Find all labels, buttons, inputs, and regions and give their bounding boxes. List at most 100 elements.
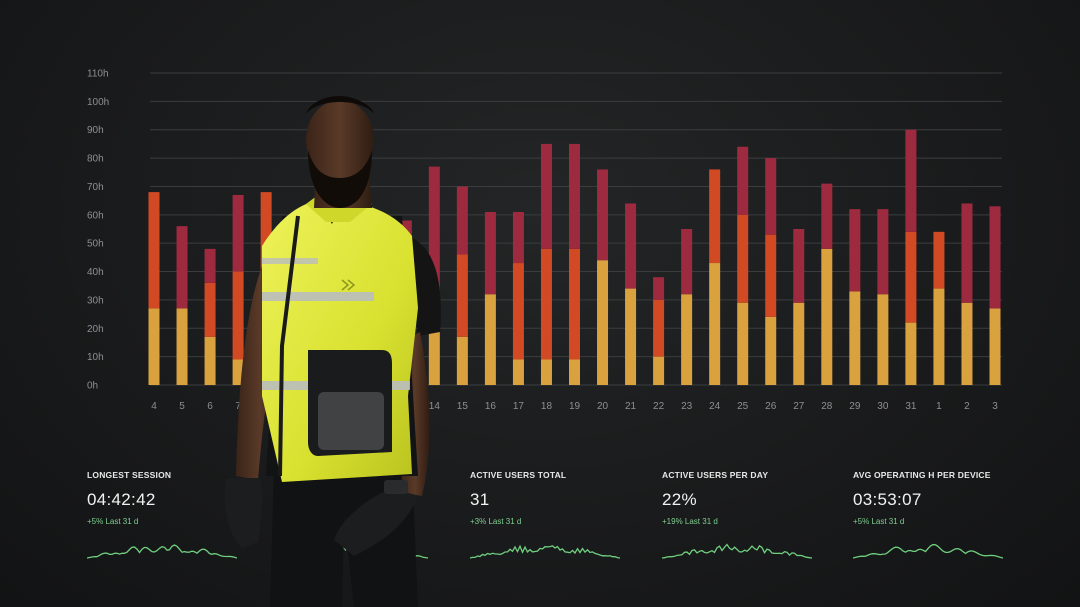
y-tick-label: 60h [87, 210, 104, 221]
bar-segment-2 [512, 211, 524, 264]
stat-delta: +5% Last 31 d [87, 517, 139, 526]
x-tick-label: 18 [541, 401, 553, 412]
x-tick-label: 23 [681, 401, 693, 412]
y-tick-label: 50h [87, 239, 104, 250]
bar-segment-1 [456, 254, 468, 337]
bar-segment-0 [933, 288, 945, 385]
sparkline-path [662, 543, 812, 559]
bar-segment-0 [821, 248, 833, 385]
stat-delta: +5% Last 31 d [853, 517, 905, 526]
bar-segment-2 [176, 226, 188, 309]
bar-segment-0 [849, 291, 861, 385]
bar-segment-1 [540, 248, 552, 360]
sparkline [853, 543, 1003, 559]
sparkline [662, 543, 812, 559]
sparkline [87, 544, 237, 559]
x-tick-label: 5 [179, 401, 185, 412]
bar-segment-2 [905, 129, 917, 232]
stat-label: AVG OPERATING H PER DEVICE [853, 470, 991, 480]
bar-segment-2 [540, 143, 552, 249]
x-tick-label: 7 [235, 401, 241, 412]
bar-segment-2 [653, 277, 665, 300]
bar-segment-0 [540, 359, 552, 385]
x-tick-label: 25 [737, 401, 749, 412]
x-tick-label: 31 [905, 401, 917, 412]
bar-segment-1 [737, 214, 749, 303]
y-tick-label: 10h [87, 352, 104, 363]
stat-active-users-total: ACTIVE USERS TOTAL 31 +3% Last 31 d [470, 470, 620, 570]
bar-segment-2 [849, 209, 861, 292]
bar-segment-0 [905, 322, 917, 385]
y-tick-label: 70h [87, 182, 104, 193]
bar-segment-0 [512, 359, 524, 385]
worker-in-hi-vis-vest-icon [224, 96, 441, 607]
x-tick-label: 26 [765, 401, 777, 412]
x-tick-label: 30 [877, 401, 889, 412]
bar-segment-0 [793, 302, 805, 385]
bar-segment-0 [428, 302, 440, 385]
bar-segment-0 [737, 302, 749, 385]
bar-segment-0 [597, 260, 609, 385]
usage-bar-chart: 0h 10h 20h 30h 40h 50h 60h 70h 80h 90h 100h 110h 4 5 6… [87, 69, 1002, 412]
stat-longest-session: LONGEST SESSION 04:42:42 +5% Last 31 d [87, 470, 237, 570]
x-tick-label: 2 [964, 401, 970, 412]
bar-segment-2 [625, 203, 637, 289]
stat-label: LONGEST SESSION [87, 470, 172, 480]
stat-delta: +19% Last 31 d [662, 517, 718, 526]
x-tick-label: 1 [936, 401, 942, 412]
x-tick-label: 24 [709, 401, 721, 412]
bar-segment-0 [765, 316, 777, 385]
bar-segment-2 [765, 158, 777, 235]
sparkline-path [853, 543, 1003, 559]
bar-segment-1 [905, 231, 917, 323]
stat-active-users-per-day: ACTIVE USERS PER DAY 22% +19% Last 31 d [662, 470, 812, 570]
bar-segment-1 [204, 282, 216, 337]
bar-segment-2 [961, 203, 973, 303]
bar-segment-0 [653, 356, 665, 385]
x-tick-label: 4 [151, 401, 157, 412]
bar-segment-0 [709, 263, 721, 385]
bar-segment-0 [625, 288, 637, 385]
y-tick-label: 100h [87, 97, 109, 108]
bar-segment-1 [512, 263, 524, 360]
bar-segment-1 [653, 299, 665, 357]
y-tick-label: 80h [87, 154, 104, 165]
bar-segment-2 [877, 209, 889, 295]
stat-delta: +3% Last 31 d [470, 517, 522, 526]
x-tick-label: 15 [457, 401, 469, 412]
bar-segment-2 [821, 183, 833, 249]
stat-label: ACTIVE USERS PER DAY [662, 470, 769, 480]
bar-segment-0 [989, 308, 1001, 385]
stat-value: 04:42:42 [87, 490, 156, 509]
x-tick-label: 27 [793, 401, 805, 412]
bar-segment-2 [989, 206, 1001, 309]
x-tick-label: 29 [849, 401, 861, 412]
bar-segment-2 [204, 248, 216, 283]
bar-segment-0 [456, 336, 468, 385]
x-tick-label: 6 [207, 401, 213, 412]
y-tick-label: 40h [87, 267, 104, 278]
bar-segment-0 [176, 308, 188, 385]
bar-segment-2 [456, 186, 468, 255]
x-tick-label: 20 [597, 401, 609, 412]
bar-segment-1 [933, 231, 945, 289]
bar-segment-0 [681, 294, 693, 385]
stat-value: 22% [662, 490, 697, 509]
y-tick-label: 90h [87, 125, 104, 136]
y-tick-label: 30h [87, 295, 104, 306]
x-tick-label: 16 [485, 401, 497, 412]
sparkline-path [87, 544, 237, 559]
bar-segment-0 [484, 294, 496, 385]
bar-segment-2 [232, 194, 244, 272]
x-tick-label: 19 [569, 401, 581, 412]
stat-value: 31 [470, 490, 490, 509]
x-tick-label: 22 [653, 401, 665, 412]
bar-segment-0 [961, 302, 973, 385]
x-tick-label: 17 [513, 401, 525, 412]
y-tick-label: 0h [87, 381, 98, 392]
bar-segment-1 [569, 248, 580, 360]
stat-label: ACTIVE USERS TOTAL [470, 470, 567, 480]
sparkline-path [470, 544, 620, 559]
stat-value: 03:53:07 [853, 490, 922, 509]
y-tick-label: 110h [87, 69, 109, 80]
